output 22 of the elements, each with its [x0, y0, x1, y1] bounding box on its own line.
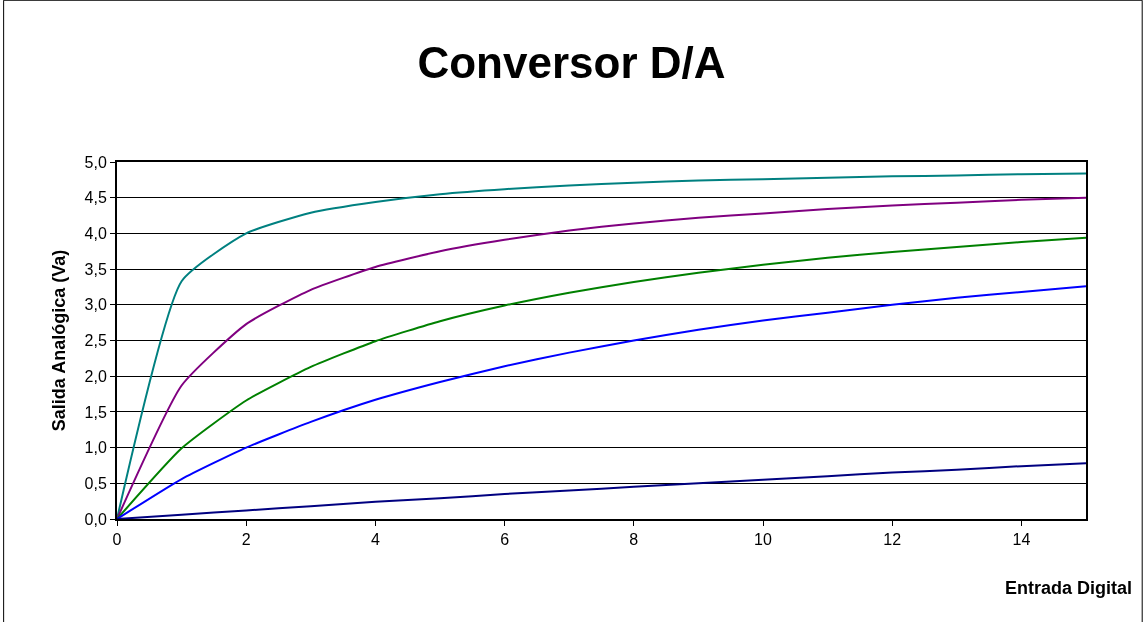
x-axis-title: Entrada Digital	[1005, 578, 1133, 598]
y-axis-title: Salida Analógica (Va)	[49, 249, 70, 432]
x-tick-label: 8	[629, 531, 639, 549]
y-tick-label: 1,0	[84, 439, 107, 457]
y-tick-label: 1,5	[84, 403, 107, 421]
x-tick-label: 14	[1012, 531, 1031, 549]
y-tick-label: 3,0	[84, 296, 107, 314]
x-tick-label: 6	[500, 531, 510, 549]
y-tick-label: 5,0	[84, 153, 107, 171]
x-tick-label: 2	[241, 531, 251, 549]
chart-title: Conversor D/A	[417, 37, 726, 87]
y-tick-label: 0,0	[84, 510, 107, 528]
y-tick-label: 2,5	[84, 332, 107, 350]
x-tick-label: 4	[370, 531, 380, 549]
y-tick-label: 0,5	[84, 474, 107, 492]
y-tick-label: 3,5	[84, 260, 107, 278]
x-tick-label: 12	[883, 531, 902, 549]
y-tick-label: 4,0	[84, 225, 107, 242]
y-tick-label: 4,5	[84, 189, 107, 207]
x-tick-label: 0	[112, 531, 122, 549]
x-tick-label: 10	[754, 531, 772, 549]
y-tick-label: 2,0	[84, 367, 107, 385]
